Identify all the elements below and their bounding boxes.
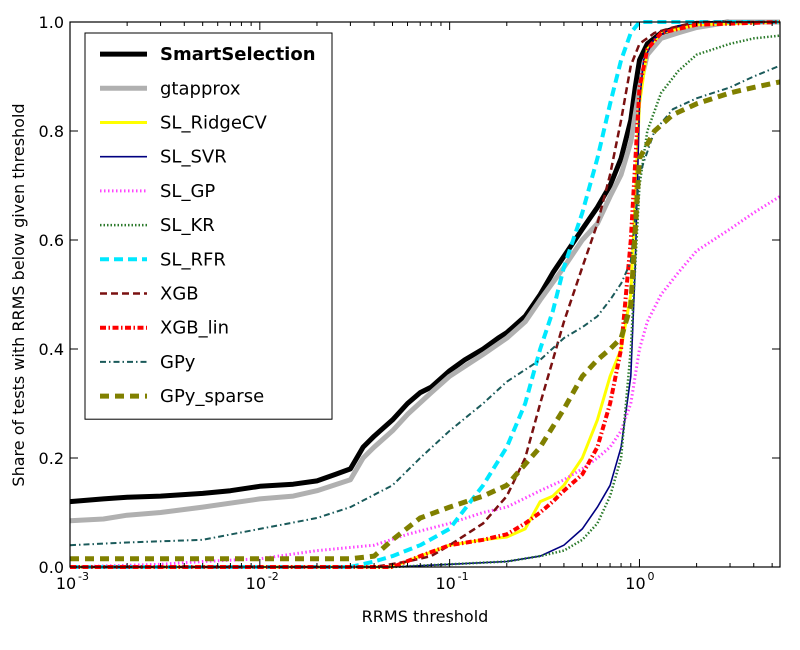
series-line-sl-kr <box>70 34 781 569</box>
y-tick-label: 0.6 <box>39 231 64 250</box>
y-axis-label: Share of tests with RRMS below given thr… <box>9 103 28 486</box>
legend-label-gpy-sparse: GPy_sparse <box>160 386 264 407</box>
series-line-xgb-lin <box>70 20 781 569</box>
x-tick-label: 10 <box>625 574 645 593</box>
x-tick-label-exponent: -3 <box>78 570 89 583</box>
legend-label-sl-ridgecv: SL_RidgeCV <box>160 113 267 134</box>
legend-label-sl-gp: SL_GP <box>160 181 215 202</box>
legend-label-xgb-lin: XGB_lin <box>160 318 229 339</box>
y-tick-label: 0.8 <box>39 122 64 141</box>
x-tick-label: 10 <box>246 574 266 593</box>
y-tick-label: 0.4 <box>39 340 64 359</box>
series-line-sl-rfr <box>70 20 780 569</box>
series-line-gpy <box>69 64 781 547</box>
legend-label-sl-kr: SL_KR <box>160 215 215 236</box>
x-axis-label: RRMS threshold <box>362 607 489 626</box>
series-layer <box>69 19 781 569</box>
x-tick-label-exponent: -2 <box>268 570 279 583</box>
series-line-xgb <box>70 20 780 569</box>
legend-label-gtapprox: gtapprox <box>160 78 241 99</box>
y-tick-label: 1.0 <box>39 13 64 32</box>
y-tick-label: 0.0 <box>39 558 64 577</box>
legend-label-smartselection: SmartSelection <box>160 44 316 65</box>
x-tick-label-exponent: 0 <box>647 570 654 583</box>
legend-label-gpy: GPy <box>160 352 196 373</box>
legend-box <box>84 32 333 420</box>
legend-label-sl-svr: SL_SVR <box>160 147 227 168</box>
legend-label-sl-rfr: SL_RFR <box>160 249 226 270</box>
legend: SmartSelection gtapprox SL_RidgeCV SL_SVR SL… <box>84 32 333 420</box>
legend-label-xgb: XGB <box>160 284 199 305</box>
plot-frame <box>69 21 781 568</box>
x-tick-label: 10 <box>435 574 455 593</box>
axes-layer: 10 -3 10 -2 10 -1 10 00.00.20.40.60.81.0 <box>39 13 780 593</box>
x-tick-label-exponent: -1 <box>458 570 469 583</box>
x-tick-label: 10 <box>56 574 76 593</box>
series-line-smartselection <box>69 19 780 505</box>
y-tick-label: 0.2 <box>39 449 64 468</box>
